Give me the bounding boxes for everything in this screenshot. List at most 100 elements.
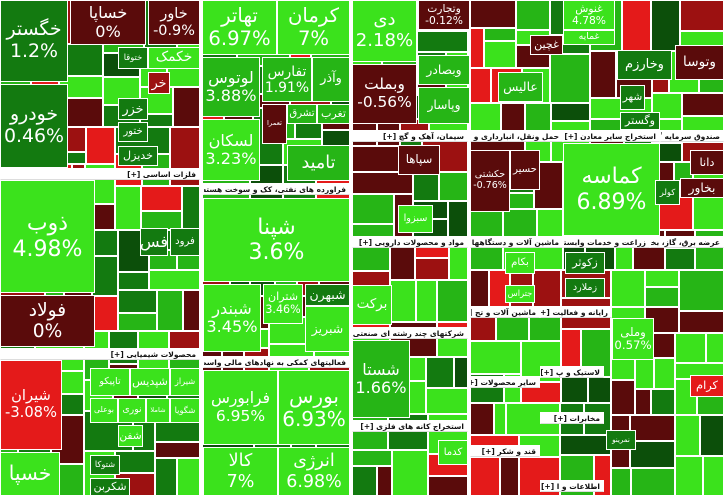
stock-tile[interactable]: وملی 0.57% [612,318,654,360]
stock-tile[interactable]: شیران -3.08% [0,360,62,450]
stock-tile[interactable]: کرمان 7% [277,0,350,55]
stock-tile[interactable]: زملارد [565,278,605,298]
stock-tile[interactable]: شستا 1.66% [352,340,410,418]
sector-header[interactable]: رایانه و فعالیت [+] [540,306,612,318]
sector-header[interactable]: ماشین آلات و تج [+] [470,306,540,318]
sector-header[interactable]: ماشین آلات و دستگاهها [+] [470,236,563,248]
sector-header[interactable]: صندوق سرمایه گذاری [660,130,724,142]
stock-tile[interactable]: شکربن [90,478,130,496]
stock-tile[interactable]: بورس 6.93% [278,370,350,445]
stock-tile[interactable]: فرابورس 6.95% [203,370,278,445]
stock-tile[interactable]: حسیر [510,150,540,190]
stock-tile[interactable]: شپنا 3.6% [203,198,350,282]
sector-header[interactable]: استخراج سایر معادن [+] [563,130,660,142]
sector-header[interactable]: شرکتهای چند رشته ای صنعتی [+] [352,327,468,339]
ticker: ختوقا [123,52,143,63]
stock-tile[interactable]: شبریز [305,306,350,352]
stock-tile[interactable]: تهاتر 6.97% [202,0,277,55]
stock-tile[interactable]: ختوقا [118,47,148,69]
stock-tile[interactable]: خگستر 1.2% [0,0,68,82]
stock-tile[interactable]: تاپیکو [90,368,130,396]
sector-header[interactable]: سیمان، آهک و گچ [+] [352,130,468,142]
stock-tile[interactable]: نمرینو [606,430,636,450]
stock-tile[interactable]: خزر [118,98,148,120]
sector-header[interactable]: مواد و محصولات دارویی [+] [352,236,468,248]
stock-tile[interactable]: کولر [655,180,680,205]
stock-tile[interactable]: دی 2.18% [352,0,417,62]
stock-tile[interactable]: ختور [118,122,148,142]
stock-tile[interactable]: فرود [170,228,200,256]
sector-header[interactable]: عرضه برق، گاز، بخا [650,236,724,248]
stock-tile[interactable]: وتوسا [675,45,724,80]
sector-header[interactable]: اطلاعات و ا [+] [540,480,604,492]
stock-tile[interactable]: خسپا [0,452,60,496]
stock-tile[interactable]: لسکان 3.23% [202,119,260,181]
stock-tile[interactable]: شتوکا [90,455,120,475]
stock-tile[interactable]: غمایه [563,30,615,45]
sector-header[interactable]: لاستیک و پ [+] [540,366,604,378]
stock-tile[interactable]: شگویا [170,398,200,423]
stock-tile[interactable]: کماسه 6.89% [563,143,660,236]
stock-tile[interactable]: سبزوا [398,205,433,233]
stock-tile[interactable]: خر [148,72,170,94]
stock-tile[interactable]: وپاسار [418,87,470,124]
stock-tile[interactable]: نوری [118,398,146,423]
stock-tile[interactable]: تشرق [287,104,317,124]
stock-tile[interactable]: خودرو 0.46% [0,84,68,168]
stock-tile[interactable]: خدیزل [118,146,158,166]
stock-tile[interactable]: تعمرا [262,104,287,144]
sector-header[interactable]: استخراج کانه های فلزی [+] [352,420,468,432]
stock-tile[interactable]: بخاور [680,178,724,198]
stock-tile[interactable]: وبصادر [418,55,470,85]
sector-header[interactable]: زراعت و خدمات وابسته [+] [563,236,650,248]
stock-tile[interactable]: وخارزم [617,50,672,80]
sector-header[interactable]: مخابرات [+] [540,412,604,424]
stock-tile[interactable]: شتران 3.46% [263,284,303,324]
stock-tile[interactable]: شپدیس [130,368,170,396]
stock-tile[interactable]: انرژی 6.98% [278,447,350,496]
stock-tile[interactable]: کرام [690,375,724,397]
sector-header[interactable]: فعالیتهای کمکی به نهادهای مالی واسط [+] [203,356,350,368]
sector-header[interactable]: محصولات شیمیایی [+] [0,348,200,360]
stock-tile[interactable]: جتراس [505,285,535,303]
stock-tile[interactable]: شبهرن [305,284,350,306]
stock-tile[interactable]: بوعلی [90,398,118,423]
stock-tile[interactable]: شاملا [146,398,170,423]
sector-header[interactable]: فلزات اساسی [+] [0,168,200,180]
stock-tile[interactable]: وبملت -0.56% [352,64,417,124]
stock-tile[interactable]: وآذر [312,57,350,102]
stock-tile[interactable]: لوتوس 3.88% [202,57,260,117]
stock-tile[interactable]: شفن [118,425,143,447]
stock-tile[interactable]: بکام [505,252,535,274]
ticker: خر [151,74,167,90]
stock-tile[interactable]: غنوش 4.78% [563,0,615,30]
stock-tile[interactable]: تفارس 1.91% [262,57,312,102]
stock-tile[interactable]: فولاد 0% [0,295,95,347]
stock-tile[interactable]: خساپا 0% [70,0,146,45]
stock-tile[interactable]: حکشتی -0.76% [470,150,510,212]
stock-tile[interactable]: عالیس [498,72,543,102]
stock-tile[interactable]: ذوب 4.98% [0,180,95,293]
stock-tile[interactable]: فس [140,228,168,256]
stock-tile[interactable]: کالا 7% [203,447,278,496]
stock-tile[interactable]: دانا [690,150,724,175]
stock-tile[interactable]: وتجارت -0.12% [418,0,470,30]
sector-header[interactable]: سایر محصولات [+] [470,376,540,388]
stock-tile[interactable]: وگستر [620,112,660,130]
sector-header[interactable]: فراورده های نفتی، کک و سوخت هسته ای [+] [203,183,350,195]
stock-tile[interactable]: خاور -0.9% [148,0,200,45]
stock-tile[interactable]: خکمک [148,47,200,69]
stock-tile[interactable]: زکوثر [565,252,605,274]
stock-tile[interactable]: تغرب [317,104,350,124]
stock-tile[interactable]: شهر [620,85,645,110]
stock-tile[interactable]: تامید [287,145,350,181]
stock-tile[interactable]: غچین [530,35,563,55]
sector-header[interactable]: قند و شکر [+] [470,445,540,457]
sector-header[interactable]: حمل ونقل، انبارداری و ا [+] [470,130,563,142]
stock-tile[interactable]: شبندر 3.45% [203,284,261,352]
stock-tile[interactable]: شیراز [170,368,200,396]
stock-tile[interactable]: کدما [438,440,468,465]
stock-tile[interactable]: سپاها [398,145,440,175]
stock-tile[interactable]: برکت [352,285,392,325]
